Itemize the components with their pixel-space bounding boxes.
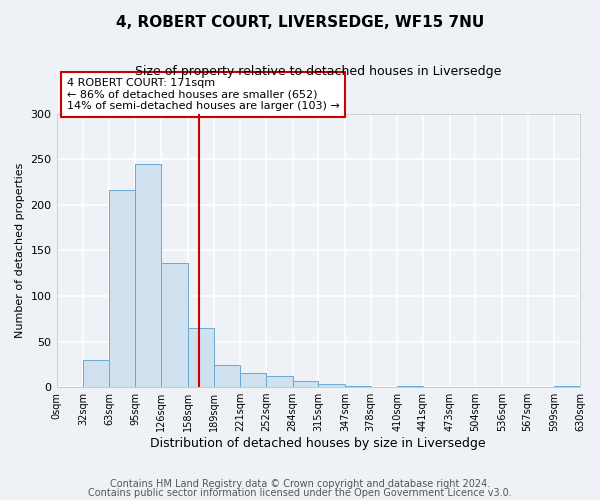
Bar <box>136 164 161 387</box>
Bar <box>240 372 266 387</box>
Bar <box>318 384 345 387</box>
Text: 4 ROBERT COURT: 171sqm
← 86% of detached houses are smaller (652)
14% of semi-de: 4 ROBERT COURT: 171sqm ← 86% of detached… <box>67 78 340 111</box>
Bar <box>266 376 293 387</box>
Bar <box>188 328 214 387</box>
X-axis label: Distribution of detached houses by size in Liversedge: Distribution of detached houses by size … <box>151 437 486 450</box>
Bar <box>397 386 423 387</box>
Bar <box>293 380 318 387</box>
Bar <box>345 386 371 387</box>
Bar <box>554 386 580 387</box>
Title: Size of property relative to detached houses in Liversedge: Size of property relative to detached ho… <box>135 65 502 78</box>
Text: 4, ROBERT COURT, LIVERSEDGE, WF15 7NU: 4, ROBERT COURT, LIVERSEDGE, WF15 7NU <box>116 15 484 30</box>
Text: Contains public sector information licensed under the Open Government Licence v3: Contains public sector information licen… <box>88 488 512 498</box>
Bar <box>214 365 240 387</box>
Bar <box>109 190 136 387</box>
Y-axis label: Number of detached properties: Number of detached properties <box>15 163 25 338</box>
Bar <box>161 263 188 387</box>
Bar <box>83 360 109 387</box>
Text: Contains HM Land Registry data © Crown copyright and database right 2024.: Contains HM Land Registry data © Crown c… <box>110 479 490 489</box>
